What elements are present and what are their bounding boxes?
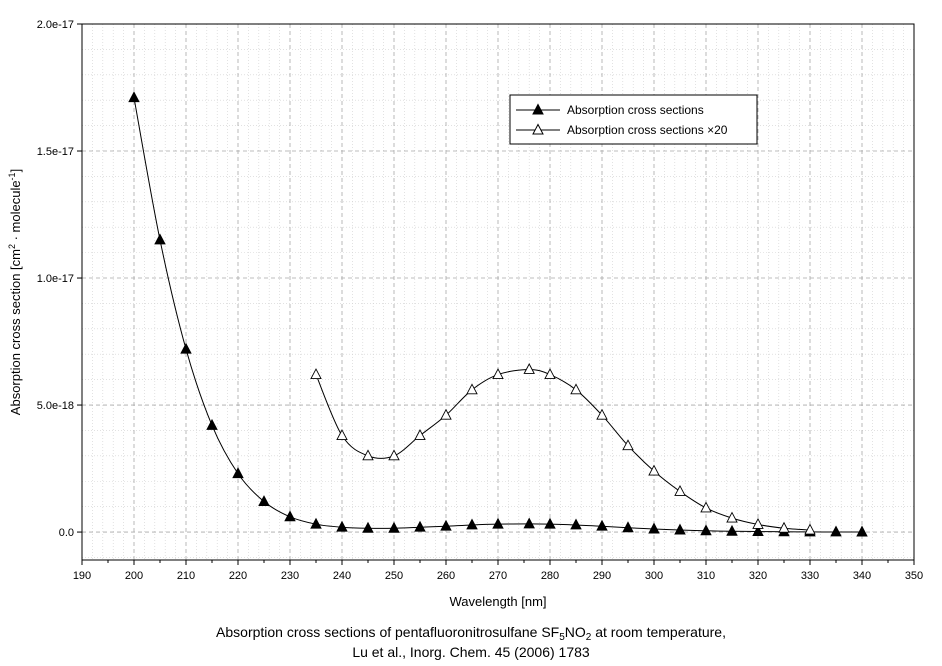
chart: 190 200 210 220 230 240 250 260 270 280 290 300 310 3… [7,19,923,609]
data-point-filled-triangle [440,519,452,531]
data-point-filled-triangle [206,418,218,430]
data-point-filled-triangle [388,521,400,533]
x-tick-label: 230 [281,570,299,582]
data-point-open-triangle [570,383,582,395]
legend-box [509,94,758,145]
data-point-open-triangle [523,363,535,374]
caption-line-2: Lu et al., Inorg. Chem. 45 (2006) 1783 [352,644,590,660]
x-tick-label: 350 [905,570,923,582]
data-point-filled-triangle [856,525,868,537]
data-point-filled-triangle [648,522,660,534]
data-point-open-triangle [804,523,816,535]
legend-marker-filled-triangle-icon [532,103,544,115]
data-point-filled-triangle [284,510,296,522]
grid [81,23,915,560]
x-tick-label: 260 [437,570,455,582]
legend-label-1: Absorption cross sections [567,103,704,117]
axes: 190 200 210 220 230 240 250 260 270 280 290 300 310 3… [37,19,923,582]
legend-label-2: Absorption cross sections ×20 [567,123,728,137]
data-point-filled-triangle [544,517,556,529]
data-point-filled-triangle [310,517,322,529]
data-point-open-triangle [726,511,738,523]
x-tick-label: 190 [73,570,91,582]
data-point-open-triangle [310,368,322,380]
data-point-filled-triangle [570,518,582,530]
data-point-filled-triangle [154,233,166,245]
y-tick-label: 0.0 [59,527,74,539]
y-tick-label: 1.5e-17 [37,146,74,158]
data-point-filled-triangle [726,524,738,536]
data-point-filled-triangle [596,519,608,531]
caption-line-1: Absorption cross sections of pentafluoro… [216,624,726,643]
data-point-filled-triangle [752,525,764,536]
series-layer [128,91,868,537]
data-point-filled-triangle [128,91,140,103]
x-tick-label: 210 [177,570,195,582]
data-point-filled-triangle [830,525,842,537]
y-tick-label: 5.0e-18 [37,400,74,412]
data-point-open-triangle [544,368,556,380]
data-point-open-triangle [440,408,452,420]
x-tick-label: 340 [853,570,871,582]
legend: Absorption cross sections Absorption cro… [509,94,758,145]
data-point-open-triangle [466,383,478,395]
data-point-open-triangle [414,429,426,440]
data-point-open-triangle [362,449,374,461]
x-tick-label: 220 [229,570,247,582]
data-point-filled-triangle [336,520,348,532]
data-point-filled-triangle [180,342,192,354]
data-point-open-triangle [336,429,348,440]
x-tick-label: 290 [593,570,611,582]
data-point-open-triangle [388,449,400,461]
x-axis-label: Wavelength [nm] [449,594,546,609]
y-tick-label: 1.0e-17 [37,273,74,285]
data-point-filled-triangle [700,524,712,536]
legend-marker-open-triangle-icon [532,123,544,135]
x-tick-label: 200 [125,570,143,582]
x-tick-label: 310 [697,570,715,582]
x-tick-label: 300 [645,570,663,582]
data-point-filled-triangle [466,518,478,530]
data-point-filled-triangle [523,517,535,529]
data-point-filled-triangle [674,523,686,535]
data-point-filled-triangle [362,521,374,533]
data-point-filled-triangle [414,520,426,532]
data-point-filled-triangle [258,495,270,507]
data-point-open-triangle [596,408,608,420]
data-point-filled-triangle [232,467,244,479]
data-point-open-triangle [648,464,660,476]
data-point-open-triangle [492,368,504,380]
data-point-open-triangle [674,484,686,496]
y-tick-label: 2.0e-17 [37,19,74,31]
data-point-open-triangle [778,521,790,533]
x-tick-label: 250 [385,570,403,582]
data-point-open-triangle [700,501,712,513]
x-tick-label: 240 [333,570,351,582]
data-point-filled-triangle [622,521,634,533]
data-point-open-triangle [752,517,764,529]
x-tick-label: 330 [801,570,819,582]
y-axis-label: Absorption cross section [cm2 · molecule… [7,169,23,415]
data-point-filled-triangle [492,517,504,529]
x-tick-label: 320 [749,570,767,582]
x-tick-label: 270 [489,570,507,582]
x-tick-label: 280 [541,570,559,582]
data-point-open-triangle [622,439,634,451]
